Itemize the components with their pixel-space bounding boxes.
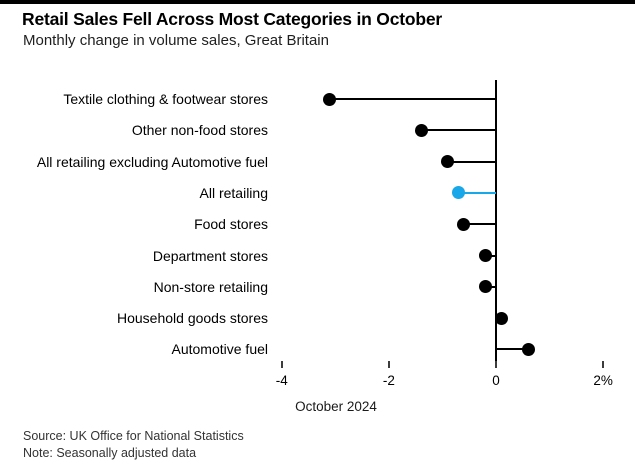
- category-label: Household goods stores: [117, 310, 268, 327]
- zero-axis-line: [495, 80, 497, 368]
- lollipop-stem: [458, 191, 496, 194]
- data-point-dot: [441, 155, 455, 169]
- data-point-dot: [414, 123, 428, 137]
- lollipop-stem: [463, 223, 496, 226]
- category-label: All retailing excluding Automotive fuel: [36, 153, 268, 170]
- data-point-dot: [452, 186, 465, 200]
- data-point-dot: [457, 217, 471, 231]
- data-point-dot: [494, 311, 508, 325]
- data-point-dot: [478, 280, 492, 294]
- category-label: All retailing: [199, 184, 268, 201]
- x-axis-label: October 2024: [295, 399, 377, 414]
- axis-tick-label: -4: [275, 373, 288, 388]
- axis-tick: [388, 361, 390, 368]
- source-note: Source: UK Office for National Statistic…: [23, 429, 244, 443]
- chart-title: Retail Sales Fell Across Most Categories…: [22, 9, 442, 29]
- axis-tick-label: -2: [382, 373, 395, 388]
- data-point-dot: [323, 92, 337, 106]
- category-label: Other non-food stores: [131, 122, 268, 139]
- lollipop-stem: [329, 98, 496, 100]
- category-label: Food stores: [194, 216, 268, 233]
- category-label: Textile clothing & footwear stores: [63, 91, 268, 107]
- data-point-dot: [521, 342, 535, 356]
- axis-tick: [281, 361, 283, 368]
- category-label: Department stores: [152, 247, 268, 264]
- axis-tick: [602, 361, 604, 368]
- category-label: Automotive fuel: [171, 341, 269, 358]
- data-note: Note: Seasonally adjusted data: [23, 446, 197, 460]
- lollipop-stem: [447, 160, 496, 163]
- lollipop-stem: [496, 348, 529, 351]
- category-label: Non-store retailing: [153, 278, 268, 295]
- axis-tick: [495, 361, 497, 368]
- axis-tick-label: 0: [492, 373, 500, 388]
- chart-subtitle: Monthly change in volume sales, Great Br…: [23, 32, 329, 49]
- data-point-dot: [478, 249, 492, 262]
- lollipop-stem: [421, 129, 496, 132]
- axis-tick-label: 2%: [593, 373, 613, 388]
- top-accent-bar: [0, 0, 635, 4]
